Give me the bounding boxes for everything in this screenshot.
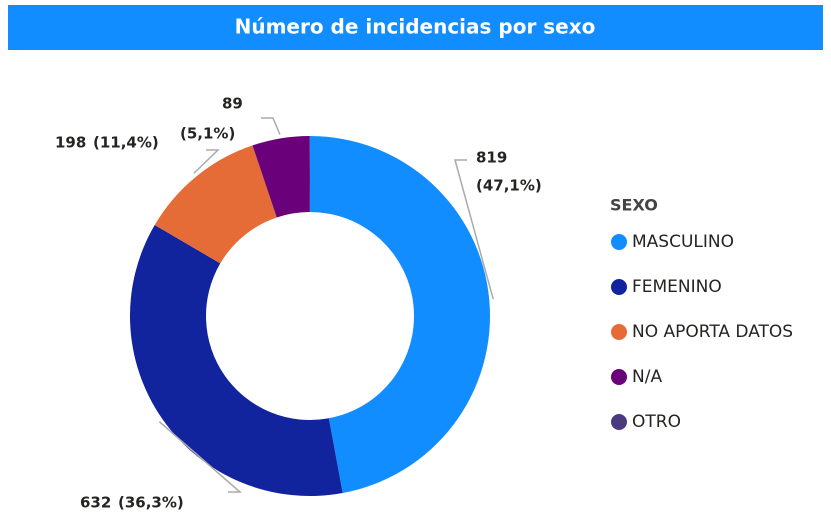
legend-label: MASCULINO — [632, 232, 734, 252]
legend-marker — [611, 414, 627, 430]
slice — [252, 136, 310, 218]
leader-line — [261, 117, 281, 135]
data-label: (11,4%) — [93, 134, 159, 152]
legend-marker — [611, 279, 627, 295]
leader-line — [193, 149, 220, 174]
leader-line — [158, 421, 243, 493]
slice — [309, 136, 310, 213]
data-label: (5,1%) — [180, 125, 235, 143]
title-bar — [8, 5, 823, 50]
data-label: 632 — [80, 494, 111, 512]
slice — [154, 145, 277, 264]
data-label: 819 — [476, 149, 507, 167]
legend-label: NO APORTA DATOS — [632, 322, 793, 342]
slice — [310, 136, 490, 494]
data-label: (36,3%) — [118, 494, 184, 512]
leader-line — [454, 159, 494, 300]
chart-title: Número de incidencias por sexo — [235, 15, 596, 39]
legend-label: OTRO — [632, 412, 681, 432]
data-label: 89 — [222, 95, 243, 113]
legend-marker — [611, 369, 627, 385]
data-label: (47,1%) — [476, 177, 542, 195]
slice — [130, 224, 343, 496]
legend-label: FEMENINO — [632, 277, 722, 297]
legend-marker — [611, 324, 627, 340]
legend-marker — [611, 234, 627, 250]
legend-title: SEXO — [610, 196, 658, 215]
legend-label: N/A — [632, 367, 662, 387]
data-label: 198 — [55, 134, 86, 152]
